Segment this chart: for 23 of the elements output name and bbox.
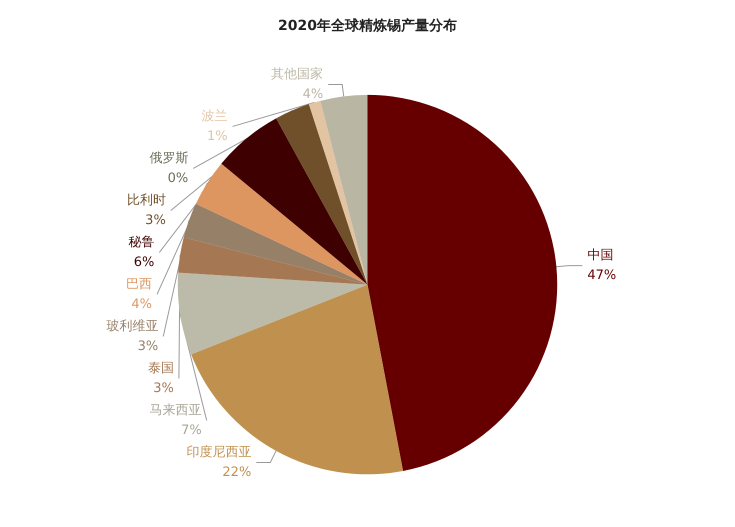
slice-label: 巴西 <box>126 276 152 292</box>
data-label: 47% <box>587 268 616 284</box>
slice-label: 波兰 <box>202 108 228 124</box>
data-label: 4% <box>302 86 324 102</box>
text: 0% <box>168 170 188 186</box>
data-label: 7% <box>181 422 202 438</box>
chart-title: 2020年全球精炼锡产量分布 <box>278 17 457 34</box>
slice-label: 印度尼西亚 <box>186 444 252 460</box>
data-label: 22% <box>222 464 252 480</box>
data-label: 1% <box>206 128 228 144</box>
data-label: 3% <box>145 212 166 228</box>
category-label: 俄罗斯 <box>149 150 188 166</box>
slice-label: 泰国 <box>148 360 174 376</box>
slice-label: 其他国家 <box>271 66 324 82</box>
slice-label: 中国 <box>587 248 614 264</box>
slice-label: 秘鲁 <box>128 234 154 250</box>
data-label: 4% <box>131 296 152 312</box>
slice-label: 玻利维亚 <box>106 318 158 334</box>
data-label: 3% <box>153 380 174 396</box>
data-label: 6% <box>134 254 154 270</box>
data-label: 3% <box>138 338 158 354</box>
slice-label: 比利时 <box>126 192 166 208</box>
slice-label: 马来西亚 <box>150 402 202 418</box>
